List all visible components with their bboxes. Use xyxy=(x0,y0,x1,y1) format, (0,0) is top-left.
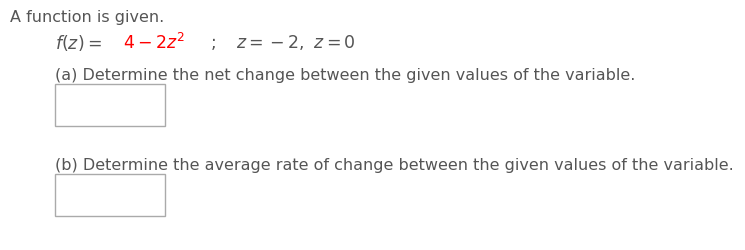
Text: $f(z) = $: $f(z) = $ xyxy=(55,33,102,53)
Bar xyxy=(55,85,165,126)
Text: (a) Determine the net change between the given values of the variable.: (a) Determine the net change between the… xyxy=(55,68,635,83)
Text: (b) Determine the average rate of change between the given values of the variabl: (b) Determine the average rate of change… xyxy=(55,157,734,172)
Text: $;\quad z = -2,\ z = 0$: $;\quad z = -2,\ z = 0$ xyxy=(210,33,356,52)
Bar xyxy=(55,174,165,216)
Text: A function is given.: A function is given. xyxy=(10,10,164,25)
Text: $4 - 2z^{2}$: $4 - 2z^{2}$ xyxy=(123,33,185,53)
